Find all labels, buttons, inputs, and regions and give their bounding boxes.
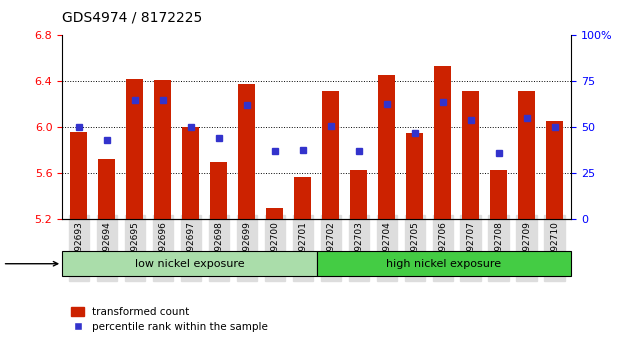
Bar xyxy=(71,132,88,219)
Bar xyxy=(350,170,367,219)
Bar xyxy=(546,121,563,219)
Bar xyxy=(127,79,143,219)
Bar xyxy=(294,177,311,219)
Bar xyxy=(211,162,227,219)
Bar xyxy=(317,251,571,276)
Text: low nickel exposure: low nickel exposure xyxy=(135,259,244,269)
Bar xyxy=(490,170,507,219)
Bar xyxy=(462,91,479,219)
Text: stress: stress xyxy=(0,259,58,269)
Bar xyxy=(406,133,423,219)
Text: high nickel exposure: high nickel exposure xyxy=(386,259,502,269)
Bar xyxy=(99,159,116,219)
Bar xyxy=(378,75,395,219)
Bar xyxy=(518,91,535,219)
Legend: transformed count, percentile rank within the sample: transformed count, percentile rank withi… xyxy=(67,303,273,337)
Text: GDS4974 / 8172225: GDS4974 / 8172225 xyxy=(62,11,202,25)
Bar xyxy=(183,127,199,219)
Bar xyxy=(266,208,283,219)
Bar xyxy=(322,91,339,219)
Bar xyxy=(434,67,451,219)
Bar xyxy=(62,251,317,276)
Bar xyxy=(155,80,171,219)
Bar xyxy=(238,84,255,219)
